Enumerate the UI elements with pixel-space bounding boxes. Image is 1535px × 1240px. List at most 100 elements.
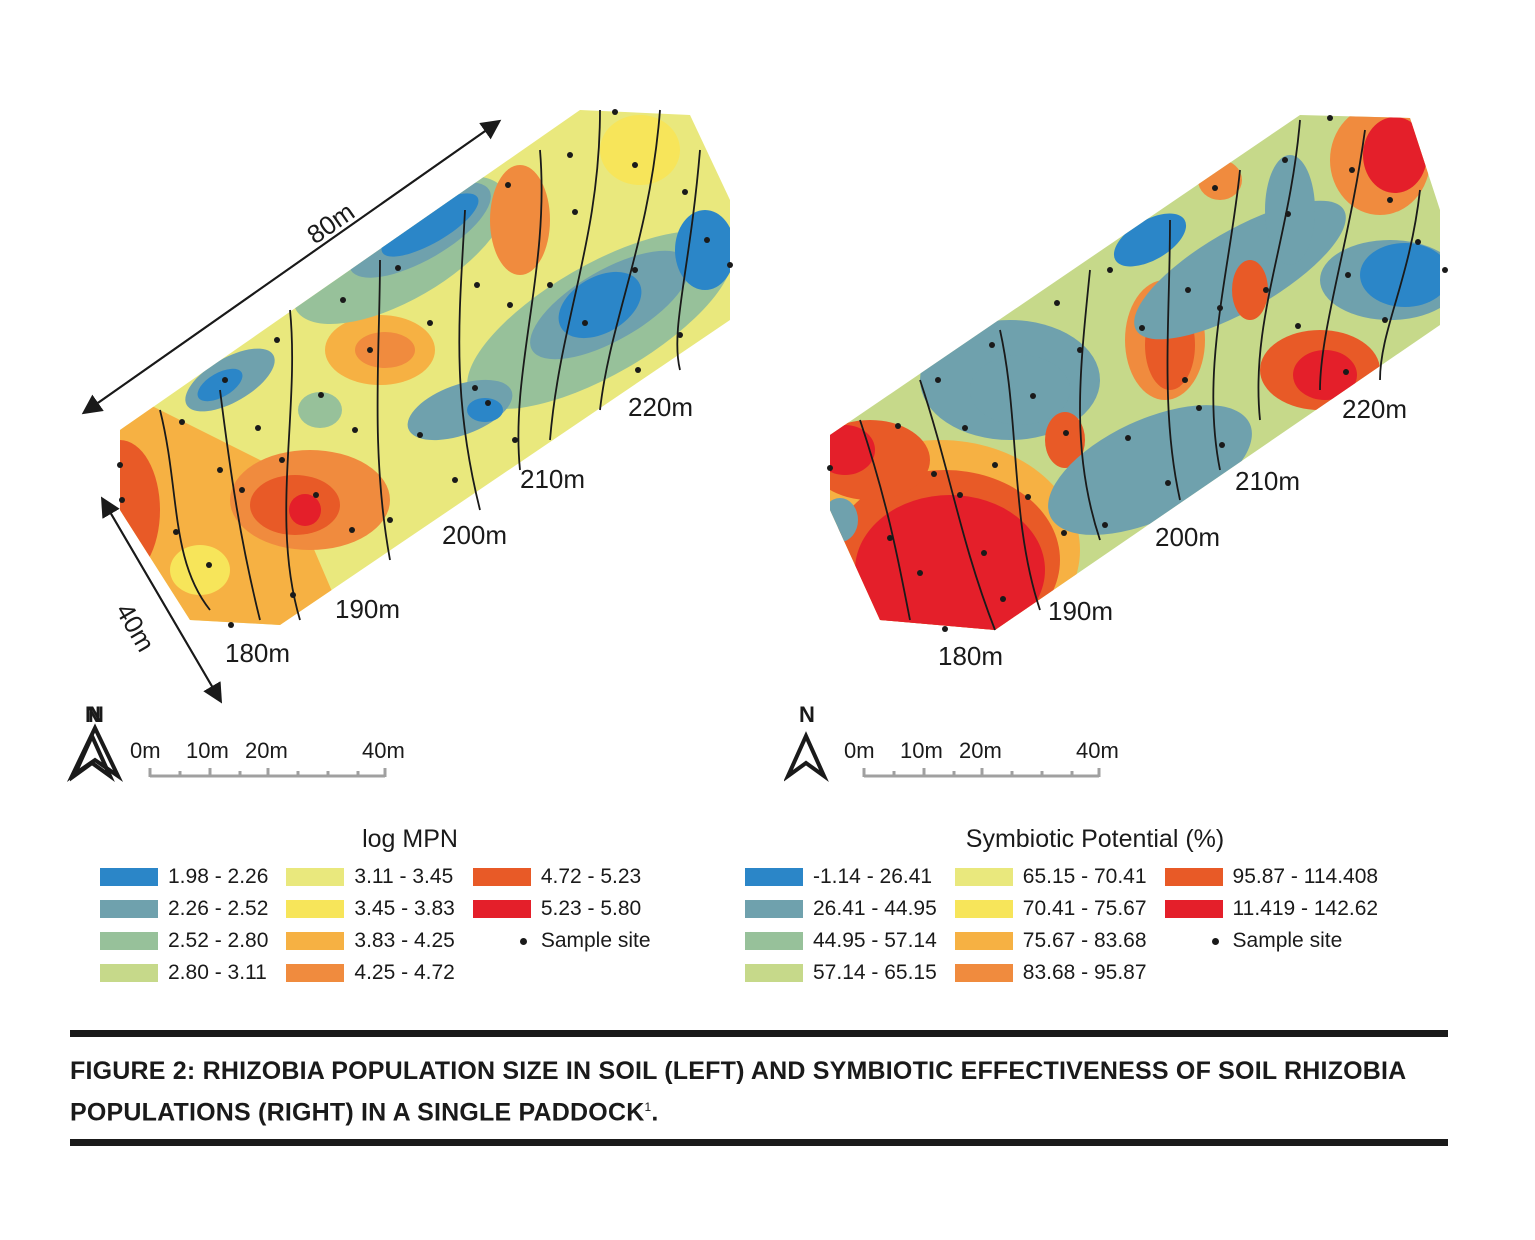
contour-label-220: 220m: [1342, 394, 1407, 424]
contour-label-210: 210m: [520, 464, 585, 494]
right-legend-title: Symbiotic Potential (%): [965, 825, 1225, 853]
left-map-log-mpn: 80m 40m 180m 190m 200m 210m 220m N: [66, 90, 780, 782]
contour-label-190: 190m: [1048, 596, 1113, 626]
legend-swatch: [745, 964, 803, 982]
contour-label-180: 180m: [225, 638, 290, 668]
zone-red-ne: [1363, 117, 1427, 193]
legend-swatch: [954, 900, 1013, 918]
legend-item: 2.52 - 2.80: [100, 929, 268, 952]
legend-swatch: [472, 868, 531, 886]
left-north-label: N: [85, 702, 101, 727]
legend-item: 44.95 - 57.14: [745, 929, 937, 952]
zone-teal-core: [970, 355, 1070, 425]
zone-yellow-pocket: [170, 545, 230, 595]
right-heatmap-fill: [830, 115, 1440, 630]
legend-swatch: [745, 900, 803, 918]
caption-rule-top: [70, 1030, 1448, 1037]
zone-green-small: [298, 392, 342, 428]
legend-item: 1.98 - 2.26: [100, 865, 268, 888]
zone-blue-north: [1113, 213, 1187, 267]
contour-label-200: 200m: [1155, 522, 1220, 552]
legend-swatch: [286, 868, 345, 886]
zone-yellow-north: [600, 115, 680, 185]
scale-ticks: [862, 768, 1101, 778]
legend-swatch: [745, 868, 803, 886]
legend-item: 11.419 - 142.62: [1164, 897, 1378, 920]
zone-teal-south: [1048, 405, 1252, 535]
legend-swatch: [954, 932, 1013, 950]
right-north-arrow-icon: [784, 731, 829, 783]
scale-40m: 40m: [362, 738, 405, 763]
north-label: N: [88, 702, 104, 727]
length-label: 80m: [301, 196, 360, 250]
right-contours: [859, 119, 1421, 631]
contour-label-200: 200m: [442, 520, 507, 550]
legend-item: 3.45 - 3.83: [286, 897, 455, 920]
zone-orange-center-core: [355, 332, 415, 368]
right-north-label: N: [799, 702, 815, 727]
left-legend: log MPN 1.98 - 2.26 2.26 - 2.52 2.52 - 2…: [100, 825, 720, 984]
legend-swatch: [100, 932, 158, 950]
legend-item: 4.25 - 4.72: [286, 961, 455, 984]
scale-20m: 20m: [959, 738, 1002, 763]
contour-label-190: 190m: [335, 594, 400, 624]
scale-ticks: [148, 768, 387, 778]
zone-blue: [381, 193, 479, 257]
zone-orange-north: [1232, 260, 1268, 320]
zone-red-se: [1293, 350, 1357, 400]
right-map-symbiotic-potential: 180m 190m 200m 210m 220m: [820, 90, 1520, 720]
right-map-svg: 180m 190m 200m 210m 220m: [827, 115, 1448, 671]
right-legend: Symbiotic Potential (%) -1.14 - 26.41 26…: [745, 825, 1445, 984]
legend-item: 2.26 - 2.52: [100, 897, 268, 920]
zone-red: [855, 495, 1045, 630]
zone-blue-east: [1360, 243, 1440, 307]
legend-item: 5.23 - 5.80: [472, 897, 651, 920]
caption-rule-bottom: [70, 1139, 1448, 1146]
legend-item: 75.67 - 83.68: [954, 929, 1147, 952]
zone-teal-ne: [1265, 155, 1315, 265]
legend-swatch: [286, 932, 345, 950]
legend-swatch: [745, 932, 803, 950]
legend-item: 57.14 - 65.15: [745, 961, 937, 984]
scale-40m: 40m: [1076, 738, 1119, 763]
right-sample-sites: [827, 115, 1448, 632]
left-sample-sites: [117, 109, 733, 628]
scale-10m: 10m: [186, 738, 229, 763]
contour-label-180: 180m: [938, 641, 1003, 671]
legend-swatch: [1164, 900, 1223, 918]
legend-swatch: [472, 900, 531, 918]
legend-swatch: [100, 868, 158, 886]
legend-item: 95.87 - 114.408: [1164, 865, 1378, 888]
legend-item: 83.68 - 95.87: [954, 961, 1147, 984]
legend-item-sample-site: Sample site: [473, 929, 651, 952]
legend-item: 3.11 - 3.45: [286, 865, 454, 888]
legend-item: 65.15 - 70.41: [954, 865, 1147, 888]
contour-label-210: 210m: [1235, 466, 1300, 496]
legend-swatch: [286, 900, 345, 918]
left-map-svg: 80m 40m 180m 190m 200m 210m 220m N: [66, 109, 733, 782]
caption-end: .: [651, 1098, 659, 1127]
zone-blue-far-east: [675, 210, 730, 290]
zone-teal-mid: [407, 379, 513, 441]
scale-10m: 10m: [900, 738, 943, 763]
zone-red: [289, 494, 321, 526]
scale-0m: 0m: [844, 738, 875, 763]
caption-footnote: 1: [644, 1100, 652, 1114]
legend-item: 2.80 - 3.11: [100, 961, 268, 984]
zone-orange-top: [1198, 160, 1242, 200]
left-contours: [159, 109, 701, 621]
figure-caption: FIGURE 2: RHIZOBIA POPULATION SIZE IN SO…: [70, 1053, 1450, 1130]
legend-item: 26.41 - 44.95: [745, 897, 937, 920]
length-arrow-sw: [81, 121, 499, 415]
legend-item: -1.14 - 26.41: [745, 865, 937, 888]
left-legend-title: log MPN: [362, 825, 458, 853]
sample-site-icon: [1165, 937, 1223, 945]
zone-blue-mid: [467, 398, 503, 422]
legend-swatch: [954, 868, 1013, 886]
legend-swatch: [286, 964, 345, 982]
legend-swatch: [1164, 868, 1223, 886]
left-north-arrow-icon: [70, 731, 115, 783]
scale-0m: 0m: [130, 738, 161, 763]
caption-text: FIGURE 2: RHIZOBIA POPULATION SIZE IN SO…: [70, 1057, 1406, 1127]
contour-label-220: 220m: [628, 392, 693, 422]
